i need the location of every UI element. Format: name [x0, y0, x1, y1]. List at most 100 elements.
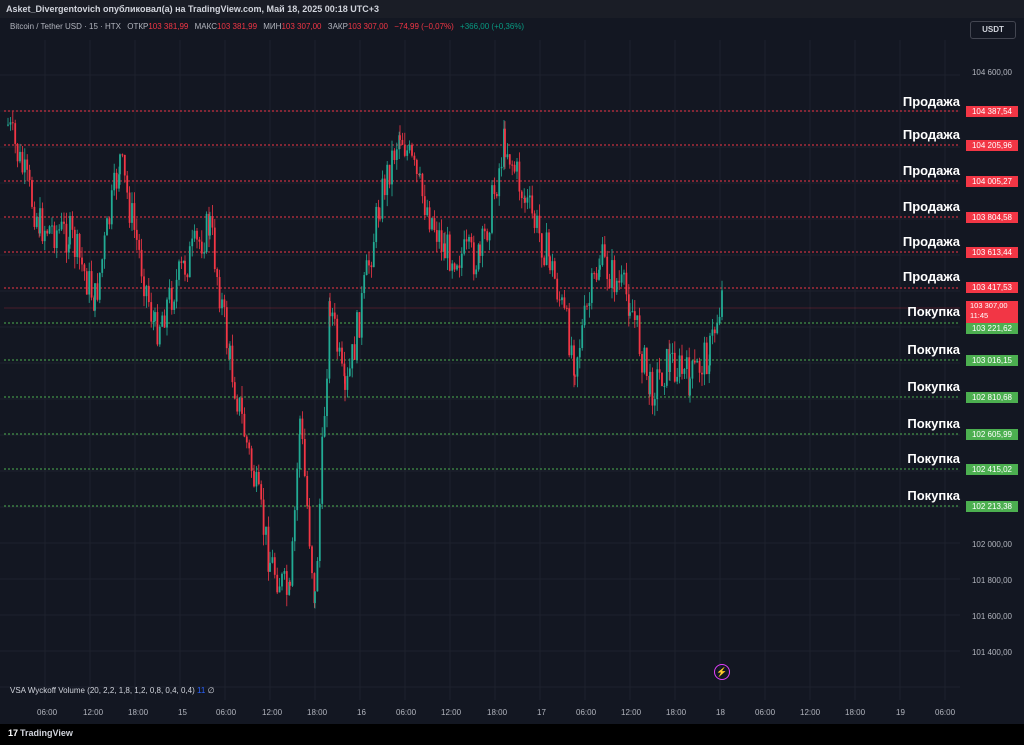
level-price-box: 102 213,38 — [966, 501, 1018, 512]
candle — [296, 462, 299, 521]
time-axis-label: 06:00 — [755, 708, 776, 717]
indicator-legend[interactable]: VSA Wyckoff Volume (20, 2,2, 1,8, 1,2, 0… — [10, 686, 215, 695]
candle — [665, 348, 668, 388]
candle — [46, 229, 49, 237]
candle — [101, 258, 104, 278]
price-axis-label: 102 000,00 — [971, 540, 1012, 549]
symbol-name[interactable]: Bitcoin / Tether USD · 15 · HTX — [10, 22, 121, 31]
time-axis-label: 18:00 — [666, 708, 687, 717]
lightning-icon[interactable]: ⚡ — [714, 664, 730, 680]
candle — [316, 557, 319, 592]
candle — [318, 498, 321, 568]
change2-value: +366,00 (+0,36%) — [460, 22, 525, 31]
candle — [67, 236, 70, 260]
candle — [603, 236, 606, 259]
candle — [649, 363, 651, 397]
candle — [265, 526, 267, 545]
candle — [133, 192, 136, 239]
current-price-box: 103 307,00 11:45 — [966, 301, 1018, 323]
candle — [178, 259, 180, 286]
candle — [191, 229, 194, 257]
candle — [578, 339, 581, 369]
candle — [21, 146, 24, 175]
candle — [288, 577, 291, 596]
candle — [115, 168, 118, 200]
level-price-box: 103 613,44 — [966, 247, 1018, 258]
candle — [673, 341, 676, 383]
time-axis-label: 12:00 — [441, 708, 462, 717]
candle — [477, 243, 480, 272]
candle — [281, 572, 283, 591]
candle — [48, 225, 51, 235]
level-price-box: 102 415,02 — [966, 464, 1018, 475]
candle — [276, 567, 279, 595]
time-axis-label: 18:00 — [128, 708, 149, 717]
candle — [88, 262, 91, 303]
candle — [696, 358, 699, 363]
candle — [693, 349, 696, 365]
candle — [113, 163, 116, 196]
candle — [608, 273, 611, 289]
candle — [267, 516, 270, 581]
candle — [248, 439, 251, 455]
candle — [599, 255, 601, 277]
level-label: Покупка — [907, 342, 960, 357]
candle — [375, 203, 378, 249]
level-price-box: 102 810,68 — [966, 392, 1018, 403]
tradingview-logo[interactable]: 17 TradingView — [8, 728, 73, 738]
candle — [341, 341, 343, 367]
candle — [601, 237, 604, 267]
candle — [103, 231, 106, 269]
candle — [233, 376, 236, 400]
candle — [170, 280, 173, 315]
candle — [460, 247, 463, 277]
candle — [518, 152, 521, 201]
current-price: 103 307,00 — [970, 301, 1008, 310]
candle — [606, 250, 609, 291]
indicator-extra: ∅ — [207, 686, 215, 695]
candle — [163, 309, 166, 329]
candle — [321, 427, 324, 510]
candle — [166, 297, 168, 336]
level-label: Покупка — [907, 304, 960, 319]
candle — [71, 211, 74, 239]
time-axis-label: 06:00 — [396, 708, 417, 717]
candle — [463, 230, 466, 256]
candle — [661, 372, 663, 387]
candle — [563, 289, 566, 310]
candle — [486, 228, 489, 243]
candle — [250, 445, 253, 478]
candle — [81, 247, 83, 272]
candle — [423, 184, 426, 220]
candle — [721, 280, 723, 321]
candle — [63, 212, 65, 235]
candle — [504, 121, 506, 169]
candle — [147, 278, 150, 307]
candle — [493, 177, 496, 200]
candle — [658, 357, 661, 380]
candle — [245, 434, 248, 449]
candle — [126, 170, 129, 200]
candlestick-chart[interactable] — [0, 40, 960, 700]
candle — [236, 394, 239, 415]
candle — [31, 176, 33, 209]
candle — [391, 140, 393, 197]
high-value: 103 381,99 — [216, 22, 258, 31]
candle — [716, 314, 719, 335]
candle — [262, 488, 265, 546]
level-label: Продажа — [902, 94, 960, 109]
candle — [705, 337, 708, 375]
price-axis-label: 104 600,00 — [971, 68, 1012, 77]
time-axis-label: 06:00 — [935, 708, 956, 717]
candle — [488, 231, 491, 251]
candle — [225, 300, 228, 355]
level-label: Покупка — [907, 379, 960, 394]
candle — [623, 269, 625, 285]
candle — [573, 339, 575, 388]
candle — [23, 148, 26, 185]
currency-button[interactable]: USDT — [970, 21, 1016, 39]
candle — [443, 232, 445, 261]
candle — [368, 251, 370, 274]
symbol-info-bar: Bitcoin / Tether USD · 15 · HTX ОТКР103 … — [10, 22, 524, 31]
